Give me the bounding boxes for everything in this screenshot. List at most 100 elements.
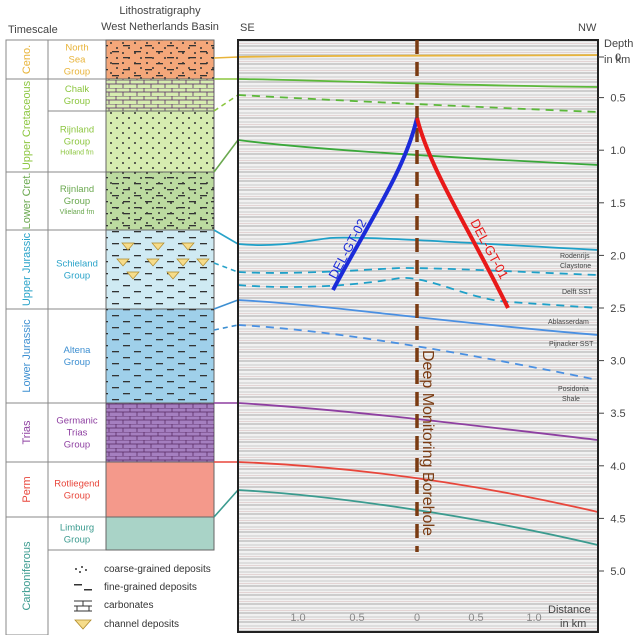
lithology-pattern bbox=[106, 40, 214, 79]
seismic-horizon bbox=[238, 139, 598, 166]
distance-axis-label-line2: in km bbox=[560, 618, 586, 630]
seismic-horizon bbox=[238, 402, 598, 441]
del-gt-02-path bbox=[331, 117, 419, 291]
lithology-pattern bbox=[106, 403, 214, 462]
channel-deposit-icon bbox=[126, 271, 140, 280]
lithology-pattern bbox=[106, 172, 214, 230]
timescale-label: Upper Cretaceous bbox=[21, 80, 33, 170]
litho-header-line1: Lithostratigraphy bbox=[119, 5, 201, 17]
distance-axis: 1.0 0.5 0 0.5 1.0 bbox=[290, 612, 541, 624]
timescale-label: Ceno. bbox=[21, 45, 33, 74]
seismic-horizon bbox=[238, 461, 598, 513]
legend-carbonate-symbol bbox=[74, 600, 92, 612]
timescale-cell bbox=[5, 461, 49, 518]
channel-deposit-icon bbox=[181, 242, 195, 251]
depth-tick-label: 5.0 bbox=[610, 566, 625, 578]
group-name-label: Rotliegend bbox=[54, 479, 99, 490]
depth-axis-label-line2: in km bbox=[604, 54, 630, 66]
group-name-label: Group bbox=[64, 137, 90, 148]
depth-axis: 0 0.5 1.0 1.5 2.0 2.5 3.0 3.5 4.0 4.5 5.0 bbox=[598, 52, 626, 578]
group-name-label: Trias bbox=[67, 428, 88, 439]
group-name-cell bbox=[47, 516, 107, 551]
depth-tick-label: 3.0 bbox=[610, 356, 625, 368]
timescale-column: Ceno. Upper Cretaceous Lower Cret. Upper Ju… bbox=[5, 39, 49, 635]
group-name-label: Group bbox=[64, 535, 90, 546]
depth-tick-label: 2.5 bbox=[610, 303, 625, 315]
group-name-cell bbox=[47, 110, 107, 173]
horizon-connector bbox=[213, 139, 239, 173]
channel-deposit-icon bbox=[176, 258, 190, 267]
depth-tick-label: 0.5 bbox=[610, 93, 625, 105]
seismic-horizon bbox=[238, 277, 598, 309]
group-name-cell bbox=[47, 402, 107, 463]
lithology-pattern bbox=[106, 230, 214, 309]
del-gt-01-path bbox=[415, 117, 510, 309]
lithology-block bbox=[105, 461, 215, 518]
distance-tick-label: 0 bbox=[414, 612, 420, 624]
timescale-label: Trias bbox=[21, 420, 33, 445]
lithology-block bbox=[105, 516, 215, 551]
timescale-header: Timescale bbox=[8, 24, 58, 36]
horizon-connector bbox=[213, 94, 239, 112]
lithology-column: NorthSeaGroupChalkGroupRijnlandGroupHoll… bbox=[47, 39, 215, 551]
timescale-label: Carboniferous bbox=[21, 541, 33, 611]
seismic-horizon bbox=[238, 94, 598, 113]
legend-channel-label: channel deposits bbox=[104, 619, 179, 630]
seismic-horizon bbox=[238, 489, 598, 546]
distance-tick-label: 1.0 bbox=[526, 612, 541, 624]
seismic-horizon bbox=[238, 324, 598, 381]
timescale-cell bbox=[5, 308, 49, 404]
channel-deposit-icon bbox=[151, 242, 165, 251]
formation-annotations: Rodenrijs Claystone Delft SST Ablasserda… bbox=[548, 253, 594, 403]
lithology-pattern bbox=[106, 79, 214, 111]
depth-tick-label: 1.5 bbox=[610, 198, 625, 210]
channel-deposit-icon bbox=[116, 258, 130, 267]
group-name-cell bbox=[47, 78, 107, 112]
seismic-horizon bbox=[238, 78, 598, 88]
formation-sub-label: Holland fm bbox=[60, 150, 94, 157]
rodenrijs-label-line1: Rodenrijs bbox=[560, 253, 590, 260]
group-name-label: Group bbox=[64, 196, 90, 207]
group-name-label: Altena bbox=[64, 345, 92, 356]
ablasserdam-label: Ablasserdam bbox=[548, 319, 589, 326]
timescale-label: Upper Jurassic bbox=[21, 232, 33, 306]
timescale-cell bbox=[5, 402, 49, 463]
horizon-connector bbox=[213, 229, 239, 245]
timescale-label: Perm bbox=[21, 476, 33, 502]
distance-axis-label-line1: Distance bbox=[548, 604, 591, 616]
depth-tick-label: 2.0 bbox=[610, 250, 625, 262]
posidonia-label-line2: Shale bbox=[562, 396, 580, 403]
group-name-label: Group bbox=[64, 271, 90, 282]
distance-tick-label: 1.0 bbox=[290, 612, 305, 624]
group-name-label: Group bbox=[64, 440, 90, 451]
group-name-cell bbox=[47, 308, 107, 404]
borehole-label: Deep Monitoring Borehole bbox=[419, 350, 436, 536]
posidonia-label-line1: Posidonia bbox=[558, 386, 589, 393]
depth-tick-label: 1.0 bbox=[610, 145, 625, 157]
group-name-label: North bbox=[65, 43, 88, 54]
channel-deposit-icon bbox=[146, 258, 160, 267]
channel-deposit-icon bbox=[166, 271, 180, 280]
group-name-label: Limburg bbox=[60, 523, 94, 534]
group-name-label: Schieland bbox=[56, 259, 98, 270]
timescale-cell bbox=[5, 516, 49, 635]
depth-tick-label: 4.5 bbox=[610, 513, 625, 525]
seismic-horizon bbox=[238, 267, 598, 276]
group-name-label: Group bbox=[64, 96, 90, 107]
group-name-cell bbox=[47, 229, 107, 310]
depth-tick-label: 3.5 bbox=[610, 408, 625, 420]
rodenrijs-label-line2: Claystone bbox=[560, 263, 591, 270]
group-name-label: Group bbox=[64, 491, 90, 502]
legend-coarse-label: coarse-grained deposits bbox=[104, 564, 211, 575]
group-name-cell bbox=[47, 39, 107, 80]
horizon-connector bbox=[213, 489, 239, 518]
seismic-horizon bbox=[238, 54, 598, 58]
seismic-horizon bbox=[238, 299, 598, 336]
se-direction-label: SE bbox=[240, 22, 255, 34]
distance-tick-label: 0.5 bbox=[468, 612, 483, 624]
legend-carbonate-label: carbonates bbox=[104, 600, 153, 611]
formation-sub-label: Vlieland fm bbox=[60, 209, 95, 216]
horizon-connector bbox=[213, 56, 239, 59]
legend-fine-symbol bbox=[74, 584, 92, 591]
